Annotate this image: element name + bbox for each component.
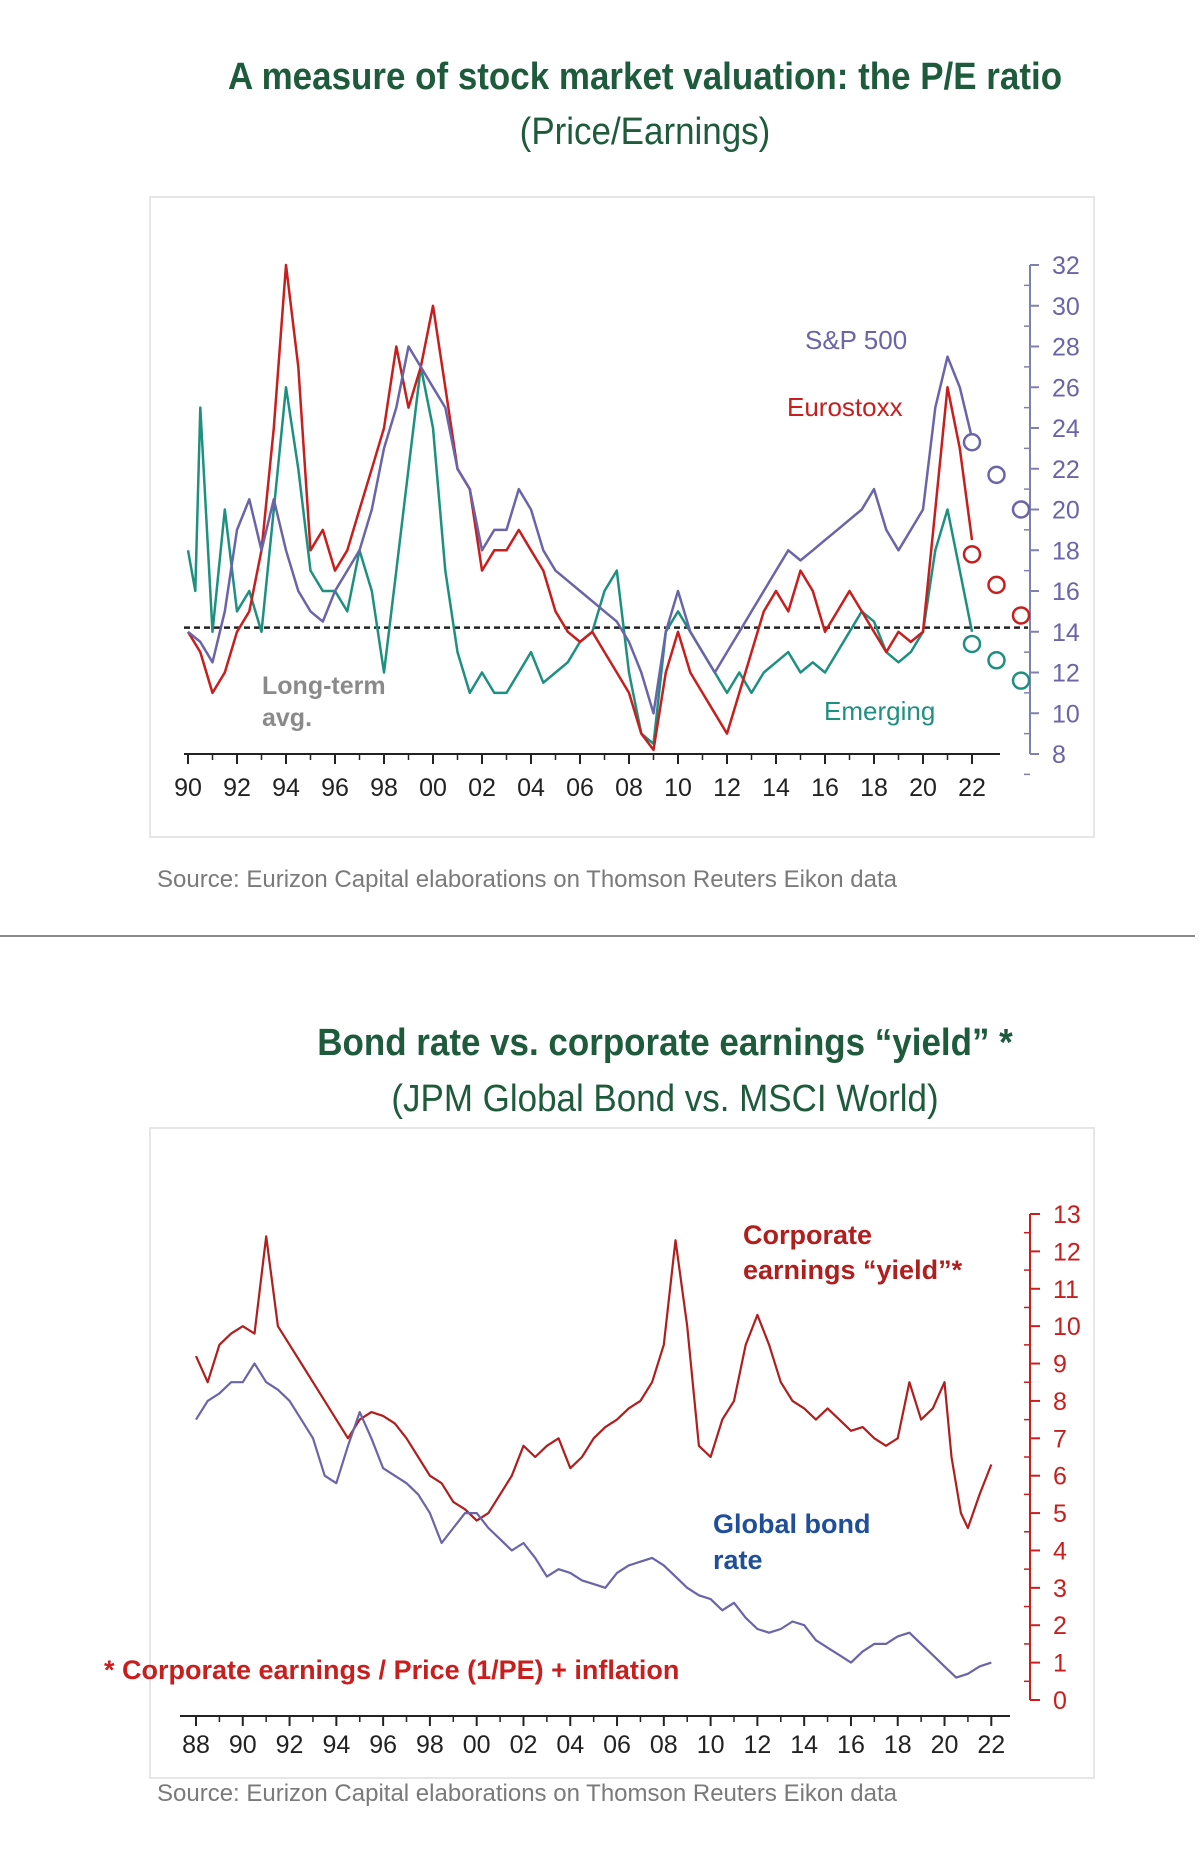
chart1-y-tick-label: 32 <box>1052 252 1080 280</box>
eurostoxx-forecast-point <box>962 545 982 564</box>
chart1-x-tick-label: 22 <box>958 774 986 802</box>
chart1-frame <box>149 196 1095 838</box>
chart1-x-tick-label: 12 <box>713 774 741 802</box>
eurostoxx-forecast-point <box>987 575 1006 595</box>
earnings-yield-label: Corporate <box>743 1220 872 1250</box>
chart1-x-tick-label: 20 <box>909 774 937 802</box>
chart2-x-tick-label: 06 <box>603 1731 631 1759</box>
chart2-y-tick-label: 7 <box>1053 1425 1067 1453</box>
chart2-y-tick-label: 12 <box>1053 1238 1081 1266</box>
earnings-yield-line <box>194 1235 993 1530</box>
chart1-source: Source: Eurizon Capital elaborations on … <box>157 866 897 893</box>
long-term-avg-label-2: avg. <box>262 704 312 732</box>
chart2-title: Bond rate vs. corporate earnings “yield”… <box>317 1022 1013 1064</box>
emerging-forecast-point <box>962 634 982 654</box>
earnings-yield-label-2: earnings “yield”* <box>743 1255 963 1285</box>
chart2-y-tick-label: 3 <box>1053 1575 1067 1603</box>
emerging-label: Emerging <box>824 696 935 726</box>
chart2-y-tick-label: 10 <box>1053 1313 1081 1341</box>
long-term-avg-label: Long-term <box>262 672 386 700</box>
chart2-y-tick-label: 13 <box>1053 1201 1081 1229</box>
chart1-y-tick-label: 14 <box>1052 619 1080 647</box>
chart1-y-tick-label: 28 <box>1052 334 1080 362</box>
chart2-y-tick-label: 0 <box>1053 1687 1067 1715</box>
chart1-y-tick-label: 20 <box>1052 497 1080 525</box>
sp500-label: S&P 500 <box>805 325 907 355</box>
chart1-y-tick-label: 12 <box>1052 660 1080 688</box>
s-p-500-forecast-point <box>1011 500 1031 519</box>
chart2-x-tick-label: 94 <box>322 1731 350 1759</box>
chart1-x-tick-label: 00 <box>419 774 447 802</box>
chart2-y-tick-label: 9 <box>1053 1351 1067 1379</box>
chart1-x-tick-label: 10 <box>664 774 692 802</box>
chart1-y-tick-label: 10 <box>1052 700 1080 728</box>
chart1-x-tick-label: 92 <box>223 774 251 802</box>
chart2-x-tick-label: 12 <box>743 1731 771 1759</box>
s-p-500-line <box>187 345 974 715</box>
chart1-x-tick-label: 06 <box>566 774 594 802</box>
chart1-y-tick-label: 24 <box>1052 415 1080 443</box>
chart2-x-tick-label: 90 <box>229 1731 257 1759</box>
chart2-source: Source: Eurizon Capital elaborations on … <box>157 1780 897 1807</box>
bond-rate-label-2: rate <box>713 1545 763 1575</box>
chart1-title: A measure of stock market valuation: the… <box>227 56 1063 98</box>
s-p-500-forecast-point <box>987 465 1006 485</box>
chart2-x-tick-label: 08 <box>650 1731 678 1759</box>
chart2-x-tick-label: 16 <box>837 1731 865 1759</box>
eurostoxx-label: Eurostoxx <box>787 392 903 422</box>
emerging-line <box>186 365 974 746</box>
chart2-x-tick-label: 14 <box>790 1731 818 1759</box>
chart2-y-tick-label: 6 <box>1053 1463 1067 1491</box>
chart1-x-tick-label: 18 <box>860 774 888 802</box>
pe-ratio-chart: 90 92 94 96 98 00 02 04 06 08 10 12 14 16 18 20 22 8 10 12 1… <box>149 196 1095 838</box>
emerging-forecast-point <box>987 651 1006 670</box>
chart1-x-tick-label: 90 <box>174 774 202 802</box>
emerging-forecast-point <box>1011 671 1031 690</box>
chart2-x-tick-label: 02 <box>510 1731 538 1759</box>
global-bond-rate-line <box>195 1362 992 1679</box>
chart1-y-tick-label: 16 <box>1052 578 1080 606</box>
chart1-y-tick-label: 22 <box>1052 456 1080 484</box>
chart2-x-tick-label: 22 <box>977 1731 1005 1759</box>
chart1-x-tick-label: 16 <box>811 774 839 802</box>
chart1-x-tick-label: 98 <box>370 774 398 802</box>
chart2-y-tick-label: 4 <box>1053 1537 1067 1565</box>
chart2-x-tick-label: 18 <box>884 1731 912 1759</box>
s-p-500-forecast-point <box>962 433 982 452</box>
chart2-x-tick-label: 20 <box>931 1731 959 1759</box>
chart2-y-tick-label: 1 <box>1053 1650 1067 1678</box>
chart2-x-tick-label: 04 <box>556 1731 584 1759</box>
chart2-y-tick-label: 11 <box>1053 1276 1079 1304</box>
eurostoxx-forecast-point <box>1011 606 1031 625</box>
bond-vs-earnings-chart: 88 90 92 94 96 98 00 02 04 06 08 10 12 14 16 18 20 220123… <box>104 1127 1095 1779</box>
bond-rate-label: Global bond <box>713 1509 870 1539</box>
chart1-y-tick-label: 8 <box>1052 741 1066 769</box>
chart2-x-tick-label: 96 <box>369 1731 397 1759</box>
chart1-y-tick-label: 18 <box>1052 537 1080 565</box>
chart2-x-tick-label: 92 <box>276 1731 304 1759</box>
chart1-y-tick-label: 26 <box>1052 374 1080 402</box>
chart2-footnote: * Corporate earnings / Price (1/PE) + in… <box>104 1655 679 1685</box>
chart2-y-tick-label: 5 <box>1053 1500 1067 1528</box>
eurostoxx-line <box>186 263 974 752</box>
chart1-x-tick-label: 14 <box>762 774 790 802</box>
chart2-y-tick-label: 8 <box>1053 1388 1067 1416</box>
chart1-subtitle: (Price/Earnings) <box>519 111 771 153</box>
chart1-x-tick-label: 94 <box>272 774 300 802</box>
chart2-subtitle: (JPM Global Bond vs. MSCI World) <box>391 1078 939 1120</box>
chart2-frame <box>149 1127 1095 1779</box>
chart2-x-tick-label: 10 <box>697 1731 725 1759</box>
chart1-x-tick-label: 96 <box>321 774 349 802</box>
chart2-y-tick-label: 2 <box>1053 1612 1067 1640</box>
chart1-x-tick-label: 04 <box>517 774 545 802</box>
chart1-y-tick-label: 30 <box>1052 293 1080 321</box>
chart1-x-tick-label: 08 <box>615 774 643 802</box>
chart2-x-tick-label: 88 <box>182 1731 210 1759</box>
chart1-x-tick-label: 02 <box>468 774 496 802</box>
chart2-x-tick-label: 98 <box>416 1731 444 1759</box>
section-divider <box>0 935 1195 937</box>
chart2-x-tick-label: 00 <box>463 1731 491 1759</box>
